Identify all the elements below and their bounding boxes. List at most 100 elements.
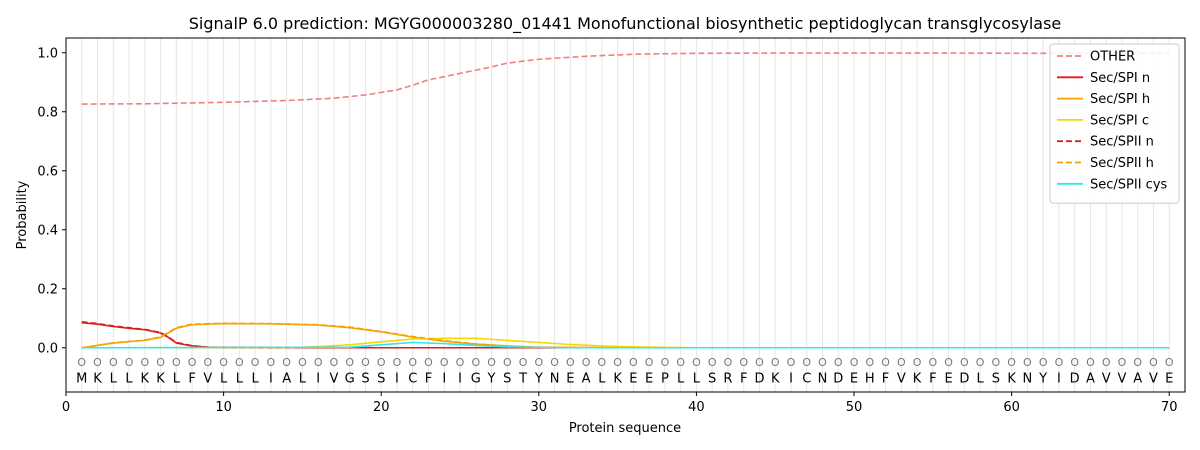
region-marker: O <box>1149 356 1158 369</box>
region-marker: O <box>140 356 149 369</box>
legend-label: Sec/SPII h <box>1090 156 1154 171</box>
region-marker: O <box>534 356 543 369</box>
region-marker: O <box>1102 356 1111 369</box>
sequence-letter: D <box>754 371 764 386</box>
region-marker: O <box>960 356 969 369</box>
sequence-letter: Y <box>534 371 543 386</box>
sequence-letter: L <box>693 371 701 386</box>
sequence-letter: E <box>645 371 653 386</box>
region-marker: O <box>708 356 717 369</box>
region-marker: O <box>818 356 827 369</box>
region-marker: O <box>802 356 811 369</box>
sequence-letter: C <box>408 371 417 386</box>
region-marker: O <box>613 356 622 369</box>
sequence-letter: E <box>629 371 637 386</box>
x-tick-label: 0 <box>62 400 70 415</box>
sequence-letter: D <box>959 371 969 386</box>
sequence-letter: L <box>976 371 984 386</box>
region-marker: O <box>487 356 496 369</box>
x-tick-label: 20 <box>373 400 390 415</box>
series-line <box>81 322 1170 349</box>
sequence-letter: S <box>708 371 716 386</box>
x-tick-label: 30 <box>531 400 548 415</box>
region-marker: O <box>724 356 733 369</box>
sequence-letter: F <box>740 371 747 386</box>
y-tick-label: 0.8 <box>37 105 58 120</box>
region-marker: O <box>692 356 701 369</box>
region-marker: O <box>456 356 465 369</box>
region-marker: O <box>1086 356 1095 369</box>
region-marker: O <box>661 356 670 369</box>
legend-label: Sec/SPI h <box>1090 92 1150 107</box>
sequence-letter: S <box>361 371 369 386</box>
series-line <box>81 341 1170 349</box>
region-marker: O <box>267 356 276 369</box>
sequence-letter: L <box>220 371 228 386</box>
region-marker: O <box>1133 356 1142 369</box>
sequence-letter: V <box>1149 371 1158 386</box>
sequence-letter: C <box>802 371 811 386</box>
sequence-letter: E <box>566 371 574 386</box>
region-marker: O <box>834 356 843 369</box>
region-marker: O <box>298 356 307 369</box>
sequence-letter: P <box>661 371 669 386</box>
region-marker: O <box>645 356 654 369</box>
y-tick-label: 0.4 <box>37 223 58 238</box>
sequence-letter: R <box>723 371 732 386</box>
sequence-letter: E <box>850 371 858 386</box>
region-marker: O <box>566 356 575 369</box>
series-line <box>81 320 1170 349</box>
region-marker: O <box>881 356 890 369</box>
sequence-letter: K <box>141 371 150 386</box>
sequence-letter: L <box>236 371 244 386</box>
legend-label: Sec/SPII cys <box>1090 177 1168 192</box>
series-line <box>81 337 1170 349</box>
region-marker: O <box>787 356 796 369</box>
region-marker: O <box>629 356 638 369</box>
sequence-letter: I <box>316 371 320 386</box>
series-line <box>81 322 1170 349</box>
region-marker: O <box>519 356 528 369</box>
sequence-letter: L <box>110 371 118 386</box>
sequence-letter: K <box>771 371 780 386</box>
sequence-letter: K <box>93 371 102 386</box>
region-marker: O <box>330 356 339 369</box>
x-tick-label: 10 <box>215 400 232 415</box>
x-tick-label: 70 <box>1161 400 1178 415</box>
grid-lines <box>81 38 1170 392</box>
sequence-letter: N <box>818 371 828 386</box>
region-marker: O <box>550 356 559 369</box>
y-axis-label: Probability <box>15 180 30 249</box>
sequence-letter: A <box>1086 371 1095 386</box>
sequence-letter: K <box>613 371 622 386</box>
sequence-letter: I <box>789 371 793 386</box>
legend-box <box>1049 43 1180 204</box>
x-tick-label: 50 <box>846 400 863 415</box>
region-marker: O <box>1118 356 1127 369</box>
sequence-letter: E <box>944 371 952 386</box>
region-marker: O <box>865 356 874 369</box>
region-marker: O <box>251 356 260 369</box>
sequence-letter: I <box>395 371 399 386</box>
sequence-letter: T <box>518 371 527 386</box>
y-tick-label: 0.0 <box>37 341 58 356</box>
sequence-letter: V <box>1102 371 1111 386</box>
sequence-letter: V <box>897 371 906 386</box>
legend: OTHER Sec/SPI n Sec/SPI h Sec/SPI c Sec/SPII… <box>1049 43 1180 204</box>
sequence-letter: L <box>173 371 181 386</box>
sequence-letter: Y <box>487 371 496 386</box>
sequence-letter: V <box>1118 371 1127 386</box>
sequence-letter: L <box>125 371 133 386</box>
region-marker: O <box>897 356 906 369</box>
sequence-letter: G <box>345 371 355 386</box>
sequence-letter: A <box>1133 371 1142 386</box>
region-marker: O <box>471 356 480 369</box>
series-line <box>81 52 1170 105</box>
region-marker: O <box>739 356 748 369</box>
sequence-letter: G <box>471 371 481 386</box>
sequence-letter: M <box>76 371 87 386</box>
region-marker: O <box>582 356 591 369</box>
sequence-letter: I <box>458 371 462 386</box>
